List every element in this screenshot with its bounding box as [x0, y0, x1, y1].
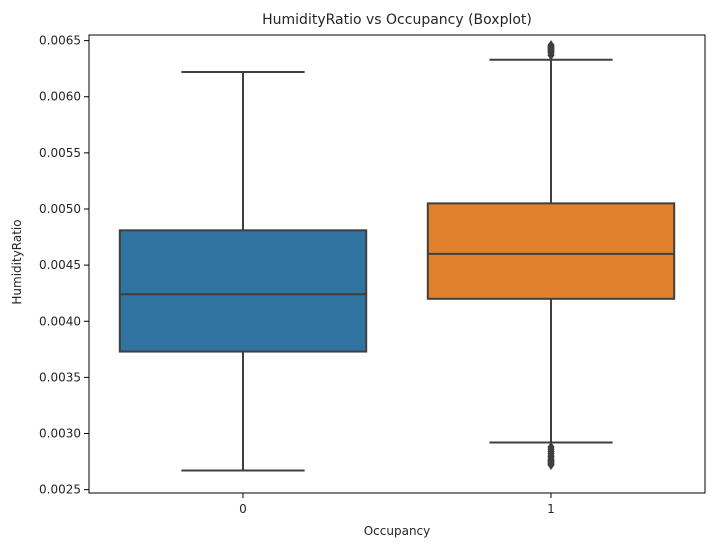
x-axis-label: Occupancy [364, 524, 431, 538]
box-group-1 [426, 40, 676, 470]
x-tick-label: 1 [547, 502, 555, 516]
y-tick-label: 0.0050 [39, 202, 81, 216]
y-tick-label: 0.0035 [39, 370, 81, 384]
outlier-point [547, 459, 555, 470]
box [426, 202, 676, 300]
y-tick-label: 0.0045 [39, 258, 81, 272]
y-tick-label: 0.0030 [39, 427, 81, 441]
y-tick-label: 0.0065 [39, 34, 81, 48]
plot-area [88, 34, 706, 494]
y-axis: 0.0025 0.0030 0.0035 0.0040 0.0045 0.0050 0.00… [39, 34, 89, 497]
box-group-0 [118, 71, 368, 472]
chart-title: HumidityRatio vs Occupancy (Boxplot) [262, 12, 532, 28]
box [118, 229, 368, 353]
outlier-point [547, 40, 555, 51]
y-axis-label: HumidityRatio [10, 219, 24, 304]
plot-frame [88, 34, 706, 494]
y-tick-label: 0.0040 [39, 314, 81, 328]
y-tick-label: 0.0025 [39, 483, 81, 497]
y-tick-label: 0.0055 [39, 146, 81, 160]
y-tick-label: 0.0060 [39, 90, 81, 104]
x-tick-label: 0 [239, 502, 247, 516]
